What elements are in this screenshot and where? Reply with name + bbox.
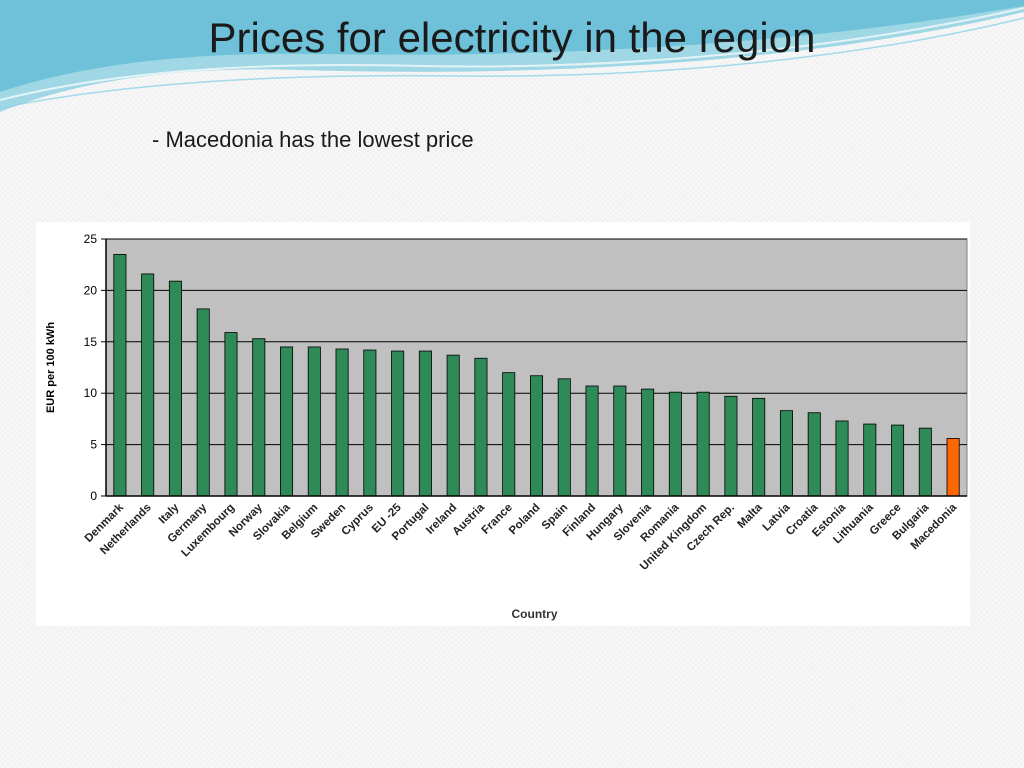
bar-france [502,372,516,497]
bar-czech-rep [724,395,738,497]
bar-norway [252,338,266,497]
y-tick-label: 20 [84,283,98,297]
y-tick-label: 5 [90,438,97,452]
bar-austria [474,357,488,497]
x-tick-label: Italy [157,501,182,526]
bar-latvia [779,410,793,497]
bar-ireland [446,354,460,497]
chart-container: 0 5 10 15 20 25 Denmark Netherlands Italy German… [36,222,970,626]
bar-belgium [307,346,321,497]
bar-slovakia [280,346,294,497]
y-tick-label: 25 [84,232,98,246]
bar-luxembourg [224,332,238,497]
y-tick-label: 10 [84,386,98,400]
bar-malta [752,397,766,497]
slide-title: Prices for electricity in the region [208,14,816,61]
bar-germany [196,308,210,497]
x-tick-label: Poland [507,502,543,538]
bar-italy [168,280,182,497]
bar-greece [891,424,905,497]
bar-finland [585,385,599,497]
bar-slovenia [641,388,655,497]
y-tick-label: 0 [90,489,97,503]
x-tick-label: Austria [451,501,488,538]
y-axis-label: EUR per 100 kWh [45,322,57,413]
bar-denmark [113,254,127,497]
y-tick-label: 15 [84,335,98,349]
bullet-text: - Macedonia has the lowest price [152,127,474,152]
bar-united-kingdom [696,391,710,497]
bar-eu-25 [391,350,405,497]
bar-estonia [835,420,849,497]
bar-spain [557,378,571,497]
bars [113,254,960,497]
bar-sweden [335,348,349,497]
bar-romania [668,391,682,497]
bar-cyprus [363,349,377,497]
bar-bulgaria [918,427,932,497]
bar-netherlands [141,273,155,497]
bar-portugal [418,350,432,497]
bar-hungary [613,385,627,497]
bar-lithuania [863,423,877,497]
y-tick-labels: 0 5 10 15 20 25 [84,232,106,503]
bar-croatia [807,412,821,497]
header-swoosh [0,0,1024,112]
bar-macedonia [946,438,960,497]
x-axis-label: Country [512,607,558,621]
bar-poland [529,375,544,497]
